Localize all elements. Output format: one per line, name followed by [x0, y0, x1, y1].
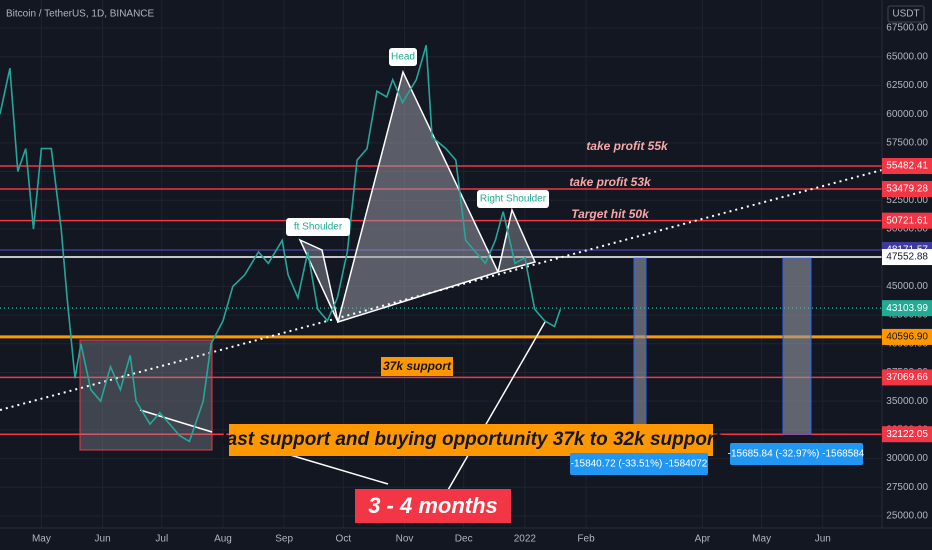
measure-label: -15840.72 (-33.51%) -1584072	[571, 459, 708, 470]
price-level-label: 40596.90	[886, 332, 928, 343]
price-level-tag	[882, 426, 932, 443]
price-level-tag	[882, 249, 932, 266]
annotation: take profit 53k	[569, 175, 652, 189]
price-level-tag	[882, 212, 932, 229]
annotation: take profit 55k	[586, 139, 669, 153]
y-tick-label: 57500.00	[886, 137, 928, 148]
annotation-box	[355, 489, 511, 523]
label: Right Shoulder	[480, 194, 547, 205]
chart-title: Bitcoin / TetherUS, 1D, BINANCE	[6, 9, 155, 20]
measure-label-box	[570, 453, 708, 475]
y-tick-label: 67500.00	[886, 23, 928, 34]
label-box	[389, 48, 417, 66]
price-line	[0, 44, 562, 443]
measure-box	[633, 257, 647, 435]
x-tick-label: Sep	[275, 534, 293, 545]
y-tick-label: 52500.00	[886, 195, 928, 206]
price-level-tag	[882, 158, 932, 175]
price-level-label: 43103.99	[886, 303, 928, 314]
right-shoulder-shape	[496, 207, 537, 274]
x-tick-label: Oct	[336, 534, 352, 545]
measure-label-box	[730, 443, 863, 465]
x-tick-label: Feb	[577, 534, 595, 545]
price-level-label: 37069.66	[886, 372, 928, 383]
arrow	[447, 321, 546, 491]
measure-box	[782, 257, 812, 435]
x-tick-label: Jul	[155, 534, 168, 545]
y-tick-label: 45000.00	[886, 281, 928, 292]
price-level-label: 55482.41	[886, 161, 928, 172]
currency: USDT	[892, 9, 919, 20]
price-level-tag	[882, 300, 932, 317]
axes: 25000.0027500.0030000.0032500.0035000.00…	[32, 23, 932, 545]
label-box	[477, 190, 549, 208]
y-tick-label: 27500.00	[886, 482, 928, 493]
y-tick-label: 50000.00	[886, 224, 928, 235]
annotation: 3 - 4 months	[368, 493, 498, 518]
y-tick-label: 65000.00	[886, 51, 928, 62]
price-level-label: 53479.28	[886, 184, 928, 195]
label: ft Shoulder	[294, 222, 343, 233]
annotation-box	[381, 357, 453, 376]
price-level-label: 32122.05	[886, 429, 928, 440]
price-series	[0, 44, 562, 443]
y-tick-label: 60000.00	[886, 109, 928, 120]
price-level-tag	[882, 369, 932, 386]
arrow	[279, 451, 389, 485]
x-tick-label: Dec	[455, 534, 473, 545]
x-tick-label: Jun	[95, 534, 111, 545]
label-box	[286, 218, 350, 236]
price-level-tag	[882, 181, 932, 198]
x-tick-label: May	[32, 534, 51, 545]
x-tick-label: May	[752, 534, 771, 545]
currency-box	[887, 5, 925, 23]
x-tick-label: Aug	[214, 534, 232, 545]
y-tick-label: 62500.00	[886, 80, 928, 91]
annotation-box	[229, 424, 713, 456]
x-tick-label: Apr	[695, 534, 711, 545]
x-tick-label: Jun	[815, 534, 831, 545]
trendline	[0, 169, 883, 411]
arrow	[139, 409, 213, 433]
y-tick-label: 35000.00	[886, 396, 928, 407]
measure-label: -15685.84 (-32.97%) -1568584	[728, 449, 865, 460]
annotation: 37k support	[383, 359, 452, 373]
time-axis	[0, 528, 932, 550]
x-tick-label: Nov	[396, 534, 414, 545]
price-level-label: 47552.88	[886, 252, 928, 263]
y-tick-label: 25000.00	[886, 511, 928, 522]
x-tick-label: 2022	[514, 534, 537, 545]
price-axis	[882, 0, 932, 550]
y-tick-label: 30000.00	[886, 453, 928, 464]
price-level-tag	[882, 328, 932, 345]
annotation: last support and buying opportunity 37k …	[221, 429, 721, 450]
price-level-label: 50721.61	[886, 215, 928, 226]
label: Head	[391, 52, 415, 63]
annotation: Target hit 50k	[571, 207, 650, 221]
